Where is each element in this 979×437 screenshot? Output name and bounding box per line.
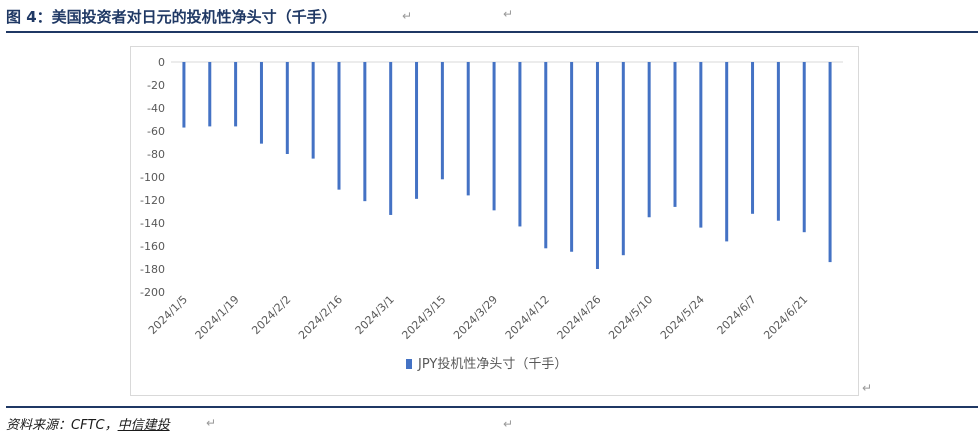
y-tick-label: -200	[140, 286, 165, 299]
legend-label: JPY投机性净头寸（千手）	[417, 356, 567, 372]
bar	[492, 62, 496, 211]
bar	[208, 62, 212, 127]
bar	[725, 62, 729, 242]
bar-chart: 0-20-40-60-80-100-120-140-160-180-200202…	[140, 56, 843, 372]
return-mark-icon: ↵	[503, 7, 514, 21]
y-tick-label: -180	[140, 263, 165, 276]
y-tick-label: -60	[147, 125, 165, 138]
x-tick-label: 2024/6/7	[715, 293, 759, 337]
return-mark-icon: ↵	[862, 381, 873, 395]
bar	[570, 62, 574, 252]
return-mark-icon: ↵	[206, 416, 217, 430]
bar	[440, 62, 444, 180]
bar	[828, 62, 832, 263]
bar	[647, 62, 651, 218]
bar	[363, 62, 367, 202]
x-tick-label: 2024/4/26	[555, 293, 604, 342]
bar	[776, 62, 780, 221]
y-tick-label: -140	[140, 217, 165, 230]
bar	[621, 62, 625, 256]
x-tick-label: 2024/1/5	[146, 293, 190, 337]
bottom-divider	[6, 406, 978, 408]
bar	[673, 62, 677, 207]
y-tick-label: -160	[140, 240, 165, 253]
bar	[518, 62, 522, 227]
legend-swatch	[406, 359, 412, 369]
top-divider	[6, 31, 978, 33]
x-tick-label: 2024/5/24	[658, 293, 707, 342]
bar	[466, 62, 470, 196]
y-tick-label: -80	[147, 148, 165, 161]
bar	[259, 62, 263, 144]
y-tick-label: -100	[140, 171, 165, 184]
source-brand: 中信建投	[117, 418, 170, 433]
bar	[285, 62, 289, 154]
y-tick-label: -20	[147, 79, 165, 92]
x-tick-label: 2024/3/29	[451, 293, 500, 342]
x-tick-label: 2024/3/15	[399, 293, 448, 342]
bar	[415, 62, 419, 199]
bar	[337, 62, 341, 190]
x-tick-label: 2024/6/21	[761, 293, 810, 342]
bar	[182, 62, 186, 128]
bar	[595, 62, 599, 269]
source-note: 资料来源：CFTC，中信建投	[6, 414, 170, 433]
source-prefix: 资料来源：CFTC，	[6, 418, 118, 433]
x-tick-label: 2024/3/1	[353, 293, 397, 337]
x-tick-label: 2024/5/10	[606, 293, 655, 342]
x-tick-label: 2024/2/16	[296, 293, 345, 342]
bar	[234, 62, 238, 127]
x-tick-label: 2024/1/19	[193, 293, 242, 342]
bar	[699, 62, 703, 228]
y-tick-label: 0	[158, 56, 165, 69]
bar	[544, 62, 548, 249]
bar	[311, 62, 315, 159]
chart-area: 0 -20 -40 -60 -80 -100 -120 -140 -160 -180 -200 202…	[130, 46, 859, 396]
y-tick-label: -40	[147, 102, 165, 115]
return-mark-icon: ↵	[503, 417, 514, 431]
bar	[389, 62, 393, 215]
figure-title: 图 4：美国投资者对日元的投机性净头寸（千手）	[6, 8, 337, 26]
bar	[802, 62, 806, 233]
return-mark-icon: ↵	[402, 9, 413, 23]
x-tick-label: 2024/2/2	[249, 293, 293, 337]
bar	[751, 62, 755, 214]
x-tick-label: 2024/4/12	[503, 293, 552, 342]
y-tick-label: -120	[140, 194, 165, 207]
